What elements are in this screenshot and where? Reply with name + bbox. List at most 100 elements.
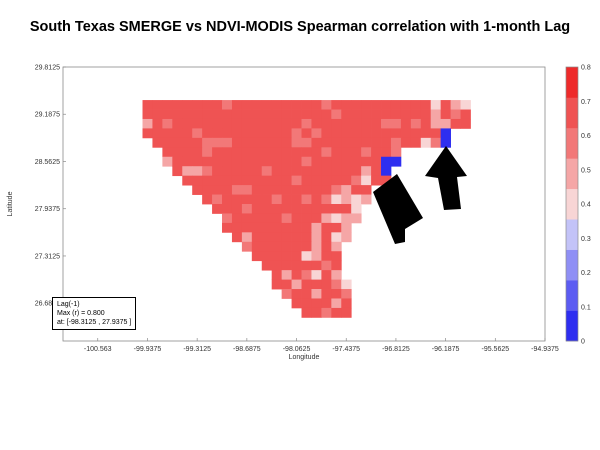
- heatmap-cell: [301, 251, 312, 262]
- heatmap-cell: [301, 213, 312, 224]
- colorbar-tick-label: 0.3: [581, 236, 591, 243]
- heatmap-cell: [410, 100, 422, 110]
- heatmap-cell: [251, 185, 263, 195]
- heatmap-cell: [400, 128, 412, 139]
- heatmap-cell: [351, 156, 362, 167]
- heatmap-cell: [381, 128, 392, 139]
- heatmap-cell: [331, 279, 342, 290]
- heatmap-cell: [251, 251, 263, 262]
- heatmap-cell: [271, 232, 283, 243]
- heatmap-cell: [271, 194, 283, 205]
- heatmap-cell: [301, 289, 312, 299]
- heatmap-cell: [192, 175, 203, 186]
- heatmap-cell: [182, 156, 193, 167]
- heatmap-cell: [222, 137, 233, 148]
- heatmap-cell: [291, 175, 302, 186]
- heatmap-cell: [251, 118, 263, 129]
- heatmap-cell: [341, 232, 352, 243]
- heatmap-cell: [351, 194, 362, 205]
- heatmap-cell: [331, 260, 342, 271]
- heatmap-cell: [162, 100, 173, 110]
- heatmap-cell: [271, 137, 283, 148]
- heatmap-cell: [341, 204, 352, 214]
- heatmap-cell: [192, 166, 203, 177]
- heatmap-cell: [440, 109, 451, 120]
- heatmap-cell: [331, 298, 342, 309]
- heatmap-cell: [311, 204, 322, 214]
- heatmap-cell: [251, 194, 263, 205]
- heatmap-cell: [410, 109, 422, 120]
- heatmap-cell: [341, 100, 352, 110]
- heatmap-cell: [241, 100, 253, 110]
- heatmap-cell: [460, 100, 471, 110]
- heatmap-cell: [331, 100, 342, 110]
- heatmap-cell: [271, 109, 283, 120]
- y-tick-label: 26.6875: [35, 301, 60, 308]
- heatmap-cell: [390, 156, 402, 167]
- heatmap-cell: [281, 194, 292, 205]
- heatmap-cell: [321, 222, 332, 233]
- heatmap-cell: [381, 147, 392, 158]
- heatmap-cell: [281, 147, 292, 158]
- heatmap-cell: [271, 204, 283, 214]
- heatmap-cell: [331, 147, 342, 158]
- heatmap-cell: [331, 194, 342, 205]
- heatmap-cell: [281, 137, 292, 148]
- heatmap-cell: [291, 232, 302, 243]
- heatmap-cell: [440, 100, 451, 110]
- heatmap-cell: [351, 118, 362, 129]
- x-tick-label: -97.4375: [332, 346, 360, 353]
- heatmap-cell: [142, 100, 153, 110]
- heatmap-cell: [331, 118, 342, 129]
- heatmap-cell: [311, 251, 322, 262]
- heatmap-cell: [222, 118, 233, 129]
- heatmap-cell: [430, 100, 442, 110]
- heatmap-cell: [231, 204, 243, 214]
- heatmap-cell: [281, 204, 292, 214]
- colorbar: 0 0.1 0.2 0.3 0.4 0.5 0.6 0.7 0.8: [565, 65, 591, 346]
- heatmap-cell: [162, 118, 173, 129]
- heatmap-cell: [192, 147, 203, 158]
- heatmap-cell: [241, 232, 253, 243]
- heatmap-cell: [271, 222, 283, 233]
- page-title: South Texas SMERGE vs NDVI-MODIS Spearma…: [29, 19, 571, 35]
- heatmap-cell: [212, 194, 223, 205]
- heatmap-cell: [212, 185, 223, 195]
- heatmap-cell: [291, 137, 302, 148]
- heatmap-cell: [331, 166, 342, 177]
- heatmap-cell: [341, 289, 352, 299]
- heatmap-cell: [271, 260, 283, 271]
- heatmap-cell: [291, 156, 302, 167]
- heatmap-cell: [271, 241, 283, 252]
- heatmap-cell: [231, 232, 243, 243]
- annotation-arrows: [373, 146, 467, 244]
- heatmap-cell: [261, 100, 273, 110]
- heatmap-cell: [430, 109, 442, 120]
- heatmap-cell: [222, 194, 233, 205]
- heatmap-cell: [251, 232, 263, 243]
- heatmap-cell: [301, 222, 312, 233]
- heatmap-cell: [381, 175, 392, 186]
- colorbar-segment: [566, 67, 578, 98]
- heatmap-cell: [291, 185, 302, 195]
- heatmap-cell: [361, 156, 372, 167]
- heatmap-cell: [341, 194, 352, 205]
- heatmap-cell: [172, 100, 183, 110]
- heatmap-cell: [271, 279, 283, 290]
- heatmap-cell: [311, 260, 322, 271]
- heatmap-cell: [251, 222, 263, 233]
- heatmap-cell: [420, 118, 432, 129]
- heatmap-cell: [291, 109, 302, 120]
- heatmap-cell: [261, 118, 273, 129]
- heatmap-cell: [301, 232, 312, 243]
- x-tick-label: -96.1875: [432, 346, 460, 353]
- heatmap-cell: [321, 147, 332, 158]
- heatmap-cell: [321, 251, 332, 262]
- heatmap-cell: [291, 100, 302, 110]
- heatmap-cell: [450, 100, 461, 110]
- heatmap-cell: [450, 109, 461, 120]
- heatmap-cell: [192, 128, 203, 139]
- heatmap-cell: [202, 185, 213, 195]
- heatmap-cell: [241, 204, 253, 214]
- heatmap-cell: [291, 279, 302, 290]
